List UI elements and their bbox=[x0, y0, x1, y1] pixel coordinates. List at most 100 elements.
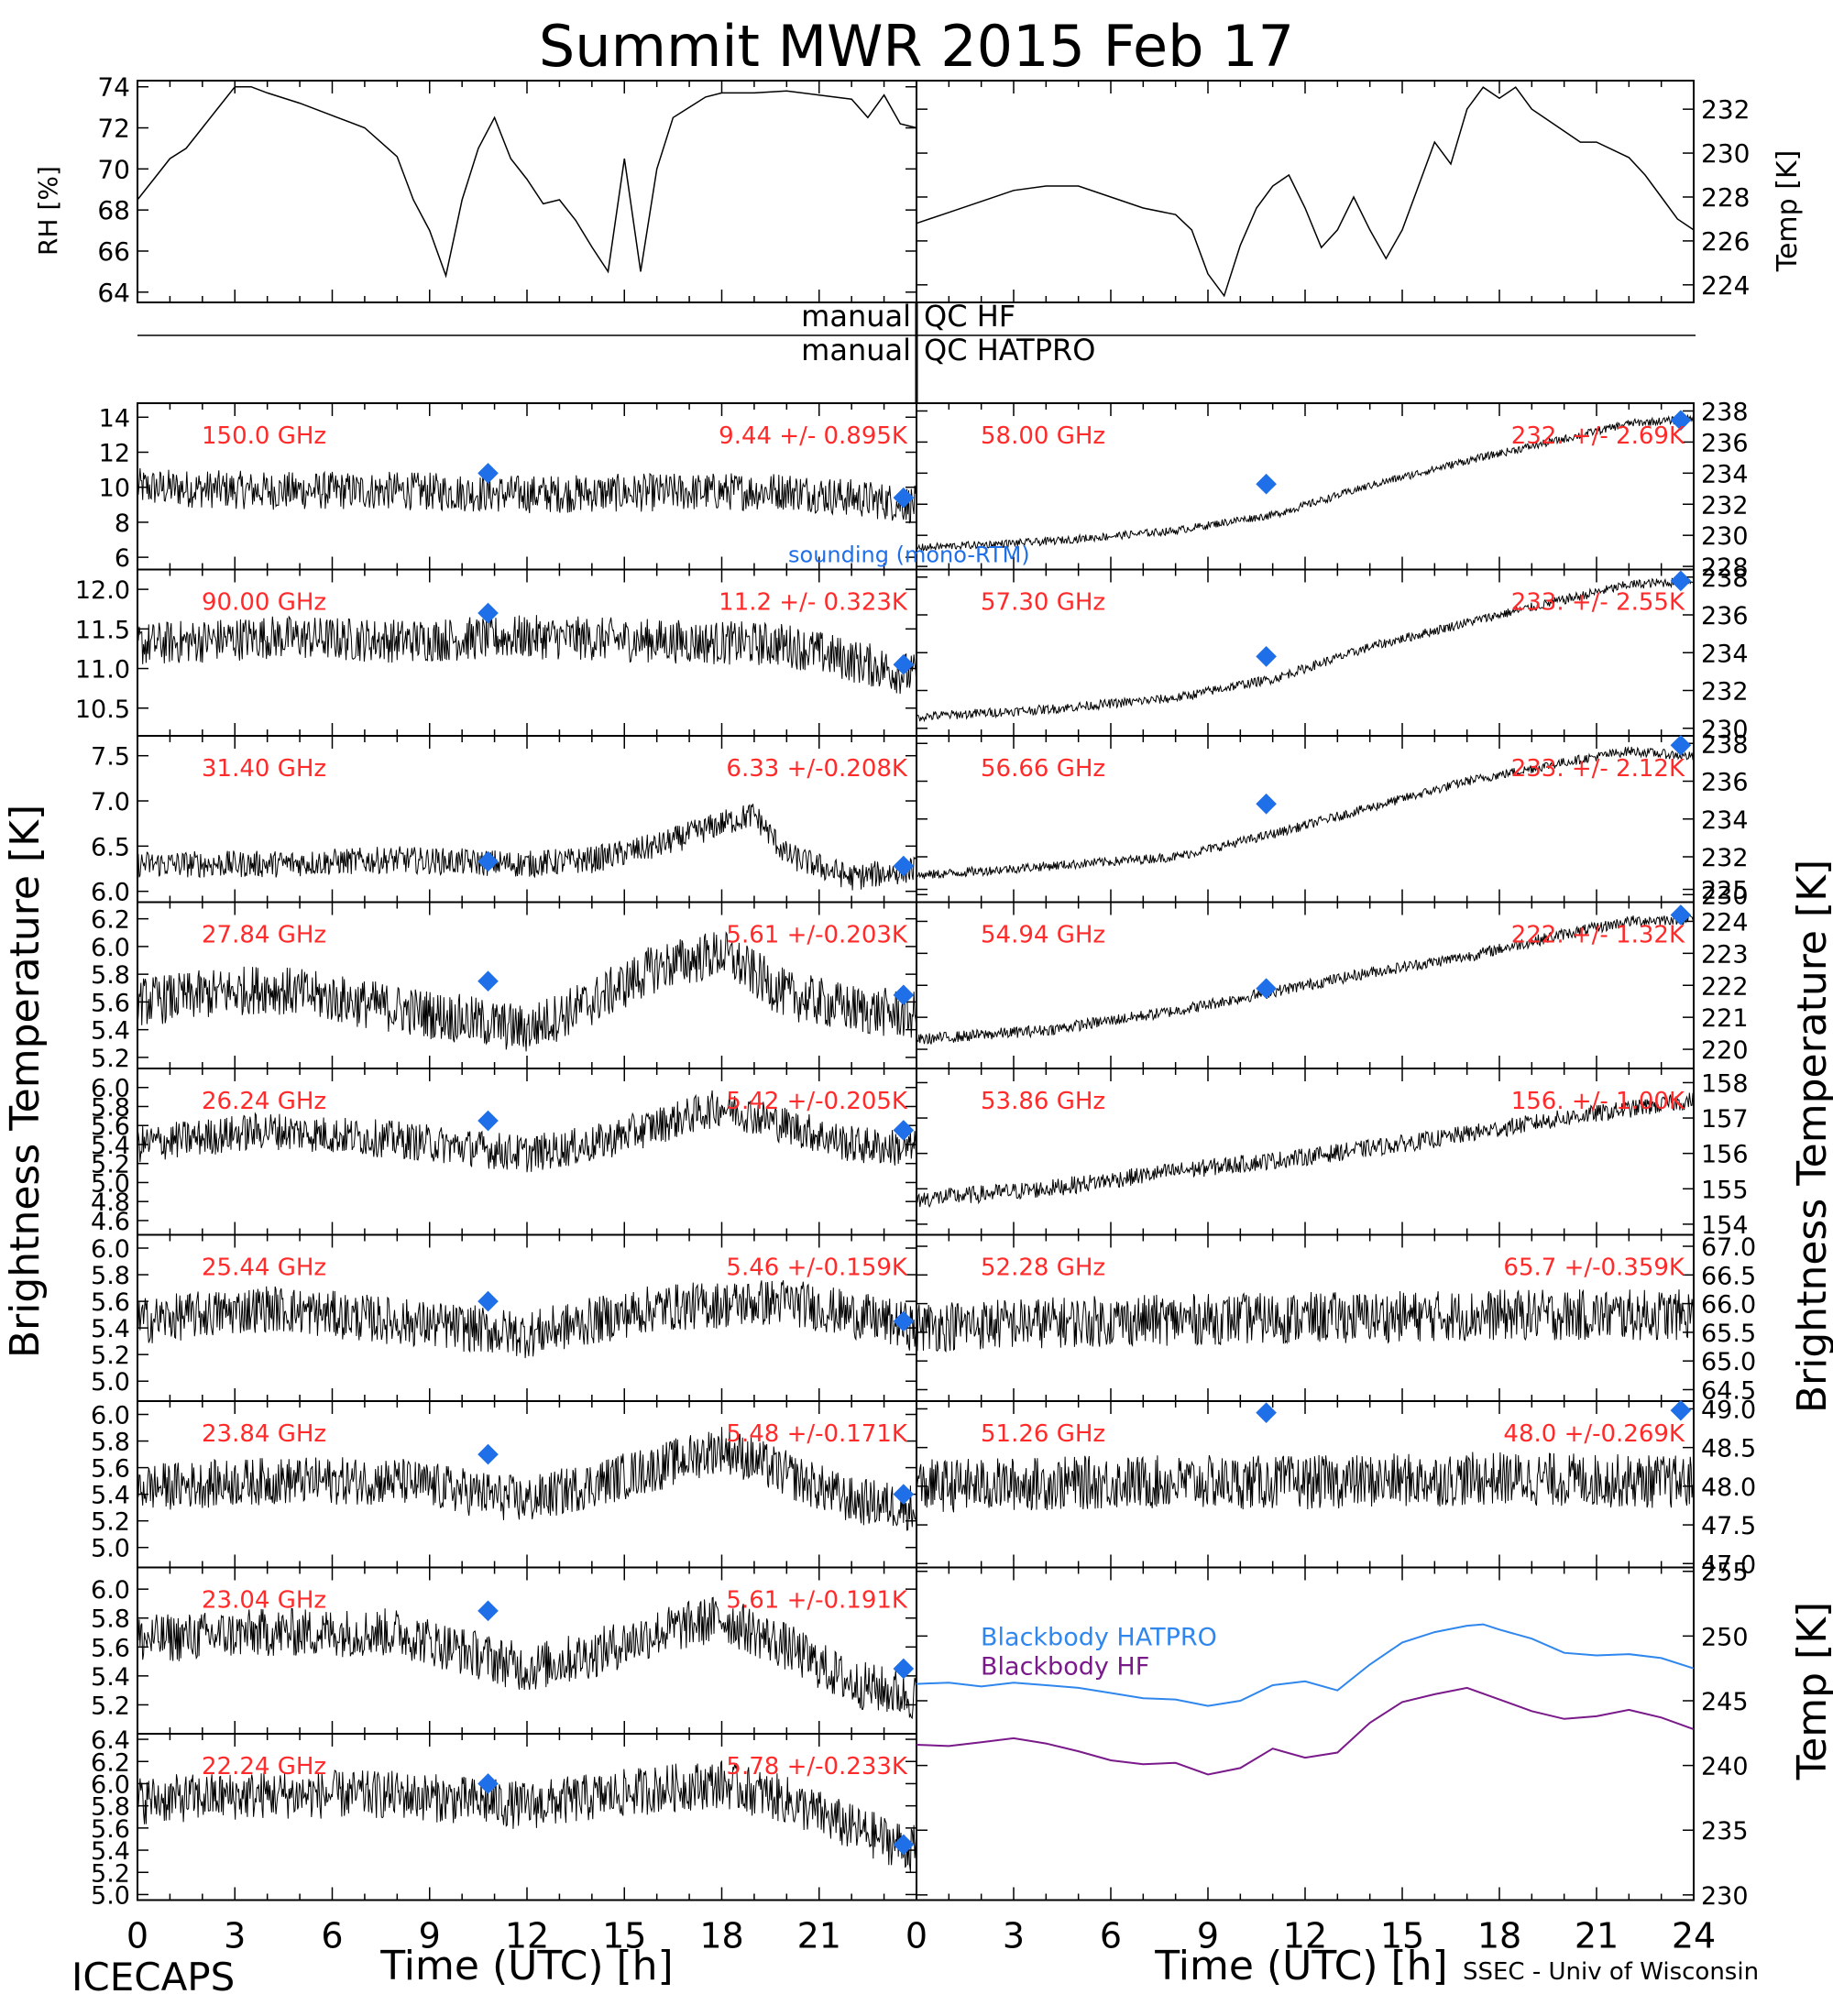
y-tick-label: 47.5 bbox=[1701, 1512, 1756, 1540]
y-tick-label: 6.2 bbox=[91, 906, 130, 935]
footer-ssec: SSEC - Univ of Wisconsin bbox=[1463, 1958, 1759, 1986]
sounding-marker bbox=[893, 487, 915, 509]
y-tick-label: 6.0 bbox=[91, 1075, 130, 1103]
y-tick-label: 228 bbox=[1701, 182, 1750, 213]
y-tick-label: 5.4 bbox=[91, 1132, 130, 1160]
panels: 64666870727422422622823023268101214150.0… bbox=[75, 72, 1756, 1956]
stats-label: 9.44 +/- 0.895K bbox=[719, 422, 908, 450]
sounding-marker bbox=[1670, 1399, 1692, 1421]
y-tick-label: 236 bbox=[1701, 769, 1749, 797]
sounding-marker bbox=[893, 1120, 915, 1141]
y-tick-label: 234 bbox=[1701, 640, 1749, 668]
stats-label: 222. +/- 1.32K bbox=[1511, 922, 1685, 949]
y-tick-label: 5.0 bbox=[91, 1368, 130, 1397]
qc-left-top: manual bbox=[801, 299, 911, 334]
series-trace bbox=[916, 1092, 1695, 1209]
frequency-label: 22.24 GHz bbox=[202, 1753, 326, 1780]
y-tick-label: 12.0 bbox=[75, 576, 130, 605]
panel-ch-52.28: 64.565.065.566.066.567.0 52.28 GHz 65.7 +/… bbox=[916, 1233, 1756, 1405]
x-tick-label: 9 bbox=[1197, 1916, 1219, 1956]
stats-label: 232. +/- 2.69K bbox=[1511, 422, 1685, 450]
y-tick-label: 66.5 bbox=[1701, 1262, 1756, 1290]
stats-label: 48.0 +/-0.269K bbox=[1503, 1420, 1685, 1448]
y-tick-label: 156 bbox=[1701, 1141, 1749, 1169]
panel-ch-26.24: 4.64.85.05.25.45.65.86.0 26.24 GHz 5.42 +/… bbox=[91, 1068, 917, 1236]
panel-ch-57.30: 230 232 234 236 238 57.30 GHz 233. +/- 2.55K bbox=[916, 564, 1749, 744]
y-tick-label: 70 bbox=[97, 154, 130, 184]
sounding-marker bbox=[893, 653, 915, 675]
sounding-marker bbox=[893, 1834, 915, 1856]
y-tick-label: 5.4 bbox=[91, 1482, 130, 1510]
panel-ch-56.66: 230 232 234 236 238 56.66 GHz 233. +/- 2.12K bbox=[916, 730, 1749, 910]
series-trace bbox=[916, 1452, 1695, 1513]
y-tick-label: 5.0 bbox=[91, 1881, 130, 1910]
y-tick-label: 6.0 bbox=[91, 1235, 130, 1264]
panel-rh: 64 66 68 70 72 74 bbox=[97, 72, 917, 308]
frequency-label: 25.44 GHz bbox=[202, 1255, 326, 1282]
temp-axis-label: Temp [K] bbox=[1772, 150, 1804, 273]
panel-ch-54.94: 220 221 222 223 224 225 54.94 GHz 222. +/- 1.32… bbox=[916, 877, 1749, 1069]
panel-ch-22.24: 5.05.25.45.65.86.06.26.4 22.24 GHz 5.78 +/… bbox=[91, 1726, 917, 1956]
y-tick-label: 5.0 bbox=[91, 1169, 130, 1198]
frequency-label: 57.30 GHz bbox=[981, 589, 1105, 617]
series-trace bbox=[137, 1090, 917, 1173]
y-tick-label: 221 bbox=[1701, 1004, 1749, 1033]
panel-ch-90.00: 10.5 11.0 11.5 12.0 90.00 GHz 11.2 +/- 0.323K bbox=[75, 568, 917, 737]
y-tick-label: 154 bbox=[1701, 1211, 1749, 1240]
stats-label: 233. +/- 2.12K bbox=[1511, 755, 1685, 783]
sounding-marker bbox=[893, 1658, 915, 1680]
stats-label: 5.61 +/-0.191K bbox=[726, 1587, 908, 1615]
y-tick-label: 4.6 bbox=[91, 1208, 130, 1236]
y-tick-label: 6.0 bbox=[91, 1402, 130, 1430]
stats-label: 6.33 +/-0.208K bbox=[726, 755, 908, 783]
y-tick-label: 4.8 bbox=[91, 1189, 130, 1217]
x-tick-label: 12 bbox=[505, 1916, 549, 1956]
stats-label: 5.78 +/-0.233K bbox=[726, 1753, 908, 1780]
x-axis-label-left: Time (UTC) [h] bbox=[379, 1943, 673, 1989]
y-tick-label: 6.0 bbox=[91, 934, 130, 962]
sounding-marker bbox=[477, 1773, 499, 1794]
y-tick-label: 225 bbox=[1701, 877, 1749, 905]
y-tick-label: 220 bbox=[1701, 1036, 1749, 1065]
y-tick-label: 66.0 bbox=[1701, 1291, 1756, 1320]
x-tick-label: 24 bbox=[1672, 1916, 1716, 1956]
stats-label: 156. +/- 1.00K bbox=[1511, 1088, 1685, 1115]
y-tick-label: 12 bbox=[99, 439, 130, 467]
sounding-marker bbox=[477, 1110, 499, 1132]
y-tick-label: 234 bbox=[1701, 460, 1749, 488]
x-tick-label: 3 bbox=[1003, 1916, 1025, 1956]
footer-icecaps: ICECAPS bbox=[71, 1955, 235, 2000]
y-tick-label: 232 bbox=[1701, 678, 1749, 707]
series-trace bbox=[137, 1596, 917, 1720]
y-tick-label: 65.0 bbox=[1701, 1348, 1756, 1376]
plot-frame bbox=[916, 80, 1695, 303]
series-trace bbox=[916, 413, 1695, 552]
x-tick-label: 15 bbox=[1380, 1916, 1424, 1956]
x-tick-label: 21 bbox=[1575, 1916, 1619, 1956]
sounding-marker bbox=[1670, 410, 1692, 431]
y-tick-label: 64.5 bbox=[1701, 1376, 1756, 1405]
x-tick-label: 9 bbox=[419, 1916, 441, 1956]
y-tick-label: 222 bbox=[1701, 972, 1749, 1001]
y-tick-label: 5.8 bbox=[91, 961, 130, 990]
frequency-label: 51.26 GHz bbox=[981, 1420, 1105, 1448]
series-legend: Blackbody HF bbox=[981, 1653, 1149, 1682]
series-line bbox=[137, 85, 917, 279]
y-tick-label: 48.0 bbox=[1701, 1474, 1756, 1502]
y-tick-label: 47.0 bbox=[1701, 1550, 1756, 1579]
y-tick-label: 6.4 bbox=[91, 1726, 130, 1755]
series-trace bbox=[137, 931, 917, 1052]
sounding-marker bbox=[1670, 904, 1692, 926]
y-tick-label: 5.8 bbox=[91, 1429, 130, 1457]
frequency-label: 52.28 GHz bbox=[981, 1255, 1105, 1282]
y-tick-label: 235 bbox=[1701, 1817, 1749, 1846]
y-tick-label: 230 bbox=[1701, 138, 1750, 169]
series-trace bbox=[916, 913, 1695, 1045]
y-tick-label: 158 bbox=[1701, 1069, 1749, 1098]
panel-ch-25.44: 5.05.25.45.65.86.0 25.44 GHz 5.46 +/-0.159… bbox=[91, 1233, 917, 1402]
y-tick-label: 5.2 bbox=[91, 1151, 130, 1179]
y-tick-label: 5.4 bbox=[91, 1663, 130, 1692]
series-line bbox=[916, 1686, 1695, 1776]
y-tick-label: 64 bbox=[97, 278, 130, 308]
left-y-axis-label: Brightness Temperature [K] bbox=[2, 805, 49, 1358]
